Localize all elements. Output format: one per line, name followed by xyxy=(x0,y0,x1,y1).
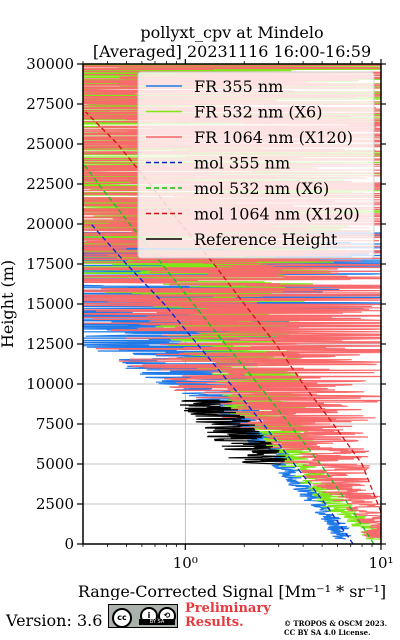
y-tick-label: 30000 xyxy=(26,55,74,73)
credit-line-1: © TROPOS & OSCM 2023. xyxy=(284,619,388,628)
legend-entry: Reference Height xyxy=(194,230,338,249)
cc-license-badge[interactable]: cc i ⟲ BY SA xyxy=(108,604,178,628)
series-reference-height xyxy=(179,399,288,465)
y-tick-label: 2500 xyxy=(36,495,74,513)
credit-line-2: CC BY SA 4.0 License. xyxy=(284,628,371,637)
axes-ticks: 0 2500 5000 7500 10000 12500 15000 17500 20000 22… xyxy=(26,55,393,572)
copyright-credit: © TROPOS & OSCM 2023. CC BY SA 4.0 Licen… xyxy=(284,619,387,637)
legend-box xyxy=(137,71,375,259)
series-mol-532-nm-x6 xyxy=(82,162,375,545)
cc-icon: cc xyxy=(112,608,132,628)
y-tick-label: 0 xyxy=(64,535,74,553)
series-mol-355-nm xyxy=(90,223,354,545)
legend: FR 355 nm FR 532 nm (X6) FR 1064 nm (X120)… xyxy=(137,71,375,259)
y-axis-label: Height (m) xyxy=(0,260,17,348)
prelim-line-2: Results. xyxy=(185,615,244,630)
y-tick-label: 25000 xyxy=(26,135,74,153)
y-tick-label: 15000 xyxy=(26,295,74,313)
chart-subtitle: [Averaged] 20231116 16:00-16:59 xyxy=(93,42,371,61)
prelim-line-1: Preliminary xyxy=(185,601,271,616)
cc-badge-text: BY SA xyxy=(139,619,175,625)
chart-title: pollyxt_cpv at Mindelo xyxy=(140,23,323,42)
preliminary-results-label: Preliminary Results. xyxy=(185,602,271,630)
legend-entry: mol 1064 nm (X120) xyxy=(194,205,360,224)
legend-entry: mol 532 nm (X6) xyxy=(194,179,329,198)
y-tick-label: 10000 xyxy=(26,375,74,393)
version-label: Version: 3.6 xyxy=(6,611,103,630)
legend-entry: FR 1064 nm (X120) xyxy=(194,128,353,147)
chart-area: pollyxt_cpv at Mindelo [Averaged] 202311… xyxy=(0,23,394,600)
legend-entry: mol 355 nm xyxy=(194,154,290,173)
x-axis-label: Range-Corrected Signal [Mm⁻¹ * sr⁻¹] xyxy=(78,582,386,600)
y-tick-label: 7500 xyxy=(36,415,74,433)
legend-entry: FR 532 nm (X6) xyxy=(194,103,322,122)
y-tick-label: 5000 xyxy=(36,455,74,473)
x-tick-label: 10¹ xyxy=(368,554,393,572)
legend-entry: FR 355 nm xyxy=(194,77,283,96)
x-tick-label: 10⁰ xyxy=(173,554,198,572)
y-tick-label: 12500 xyxy=(26,335,74,353)
y-tick-label: 20000 xyxy=(26,215,74,233)
y-tick-label: 27500 xyxy=(26,95,74,113)
y-tick-label: 22500 xyxy=(26,175,74,193)
y-tick-label: 17500 xyxy=(26,255,74,273)
